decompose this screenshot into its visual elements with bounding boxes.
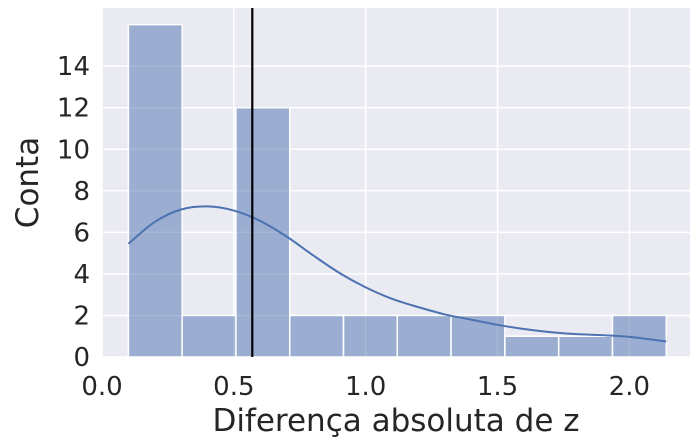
y-axis-ticks: 0 2 4 6 8 10 12 14 [57, 52, 90, 373]
histogram-bar-5 [396, 314, 452, 358]
histogram-bar-1 [181, 314, 237, 358]
histogram-bars [127, 23, 668, 358]
y-tick-label: 14 [57, 52, 90, 82]
x-tick-label: 2.0 [609, 372, 650, 402]
x-axis-ticks: 0.0 0.5 1.0 1.5 2.0 [81, 372, 650, 402]
y-tick-label: 8 [73, 177, 90, 207]
x-axis-label: Diferença absoluta de z [212, 403, 579, 439]
x-tick-label: 1.5 [477, 372, 518, 402]
kde-curve [127, 205, 667, 343]
histogram-bar-0 [127, 23, 183, 358]
x-tick-label: 1.0 [345, 372, 386, 402]
y-tick-label: 6 [73, 218, 90, 248]
y-tick-label: 2 [73, 301, 90, 331]
histogram-bar-6 [450, 314, 506, 358]
y-tick-label: 10 [57, 135, 90, 165]
y-tick-label: 4 [73, 260, 90, 290]
histogram-bar-4 [342, 314, 399, 358]
x-tick-label: 0.0 [81, 372, 122, 402]
y-axis-label: Conta [10, 137, 46, 228]
x-tick-label: 0.5 [213, 372, 254, 402]
histogram-bar-3 [288, 314, 345, 358]
y-tick-label: 0 [73, 343, 90, 373]
plot-background [102, 8, 690, 357]
histogram-bar-7 [504, 335, 560, 358]
histogram-bar-8 [557, 335, 614, 358]
y-tick-label: 12 [57, 94, 90, 124]
